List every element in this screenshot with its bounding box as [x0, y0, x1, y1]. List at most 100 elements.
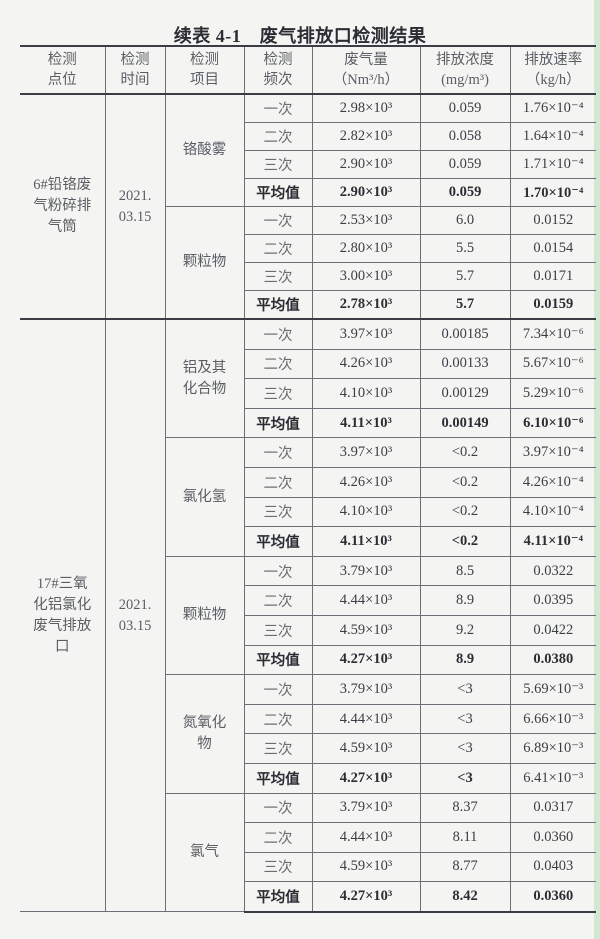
frequency-cell: 三次	[244, 262, 313, 291]
frequency-cell: 三次	[244, 378, 313, 409]
location-cell: 6#铅铬废 气粉碎排 气筒	[20, 93, 106, 320]
date-cell: 2021. 03.15	[104, 93, 166, 320]
concentration-cell: <0.2	[419, 437, 511, 468]
rate-cell: 0.0380	[509, 644, 596, 676]
gas-volume-cell: 3.00×10³	[311, 262, 421, 291]
frequency-cell: 平均值	[244, 762, 313, 794]
frequency-cell: 二次	[244, 703, 313, 735]
concentration-cell: 5.7	[419, 262, 511, 291]
item-cell: 铬酸雾	[164, 93, 245, 207]
gas-volume-cell: 4.59×10³	[311, 614, 421, 646]
rate-cell: 1.70×10⁻⁴	[509, 178, 596, 207]
concentration-cell: 0.00129	[419, 378, 511, 409]
table-row: 三次 4.59×10³ 8.77 0.0403	[20, 851, 596, 883]
rate-cell: 6.10×10⁻⁶	[509, 407, 596, 439]
rate-cell: 6.66×10⁻³	[509, 703, 596, 735]
table-row: 三次 4.10×10³ 0.00129 5.29×10⁻⁶	[20, 378, 596, 409]
table-row: 二次 4.26×10³ <0.2 4.26×10⁻⁴	[20, 466, 596, 498]
rate-cell: 5.29×10⁻⁶	[509, 378, 596, 409]
concentration-cell: 0.059	[419, 93, 511, 123]
gas-volume-cell: 4.44×10³	[311, 585, 421, 616]
frequency-cell: 平均值	[244, 644, 313, 676]
rate-cell: 1.64×10⁻⁴	[509, 122, 596, 151]
concentration-cell: 0.059	[419, 178, 511, 207]
table-row: 颗粒物 一次 3.79×10³ 8.5 0.0322	[20, 555, 596, 676]
concentration-cell: 6.0	[419, 206, 511, 235]
frequency-cell: 一次	[243, 555, 313, 587]
average-row: 平均值 2.90×10³ 0.059 1.70×10⁻⁴	[20, 178, 596, 207]
gas-volume-cell: 2.90×10³	[311, 150, 421, 179]
rate-cell: 0.0360	[509, 881, 596, 913]
header-frequency: 检测 频次	[243, 45, 313, 95]
frequency-cell: 一次	[243, 93, 313, 123]
table-row: 氮氧化 物一次 3.79×10³ <3 5.69×10⁻³	[20, 674, 596, 794]
concentration-cell: 0.00149	[419, 407, 511, 439]
gas-volume-cell: 4.44×10³	[311, 703, 421, 735]
gas-volume-cell: 4.11×10³	[311, 526, 421, 557]
frequency-cell: 三次	[244, 733, 313, 764]
frequency-cell: 二次	[244, 122, 313, 151]
table-row: 6#铅铬废 气粉碎排 气筒 2021. 03.15 铬酸雾 一次 2.98×10³ 0.0…	[20, 93, 596, 320]
gas-volume-cell: 4.26×10³	[311, 348, 421, 380]
rate-cell: 0.0171	[509, 262, 596, 291]
concentration-cell: <3	[419, 762, 511, 794]
concentration-cell: 8.11	[419, 822, 511, 853]
average-row: 平均值 4.27×10³ 8.9 0.0380	[20, 644, 596, 676]
header-concentration: 排放浓度 (mg/m³)	[419, 45, 511, 95]
rate-cell: 0.0159	[509, 290, 596, 320]
date-cell: 2021. 03.15	[104, 318, 166, 913]
frequency-cell: 二次	[244, 348, 313, 380]
gas-volume-cell: 4.27×10³	[311, 762, 421, 794]
gas-volume-cell: 2.90×10³	[311, 178, 421, 207]
gas-volume-cell: 3.79×10³	[311, 555, 421, 587]
header-item: 检测 项目	[164, 45, 245, 95]
rate-cell: 7.34×10⁻⁶	[509, 317, 596, 350]
concentration-cell: <3	[419, 733, 511, 764]
frequency-cell: 平均值	[244, 881, 313, 913]
gas-volume-cell: 4.26×10³	[311, 466, 421, 498]
concentration-cell: 5.7	[419, 290, 511, 320]
frequency-cell: 一次	[243, 792, 313, 824]
frequency-cell: 三次	[244, 496, 313, 528]
average-row: 平均值 2.78×10³ 5.7 0.0159	[20, 290, 596, 320]
rate-cell: 0.0152	[509, 206, 596, 235]
item-cell: 铝及其 化合物	[164, 318, 245, 439]
item-cell: 氯气	[165, 792, 245, 913]
concentration-cell: 8.9	[419, 644, 511, 676]
concentration-cell: 8.9	[419, 585, 511, 616]
table-title: 续表 4-1 废气排放口检测结果	[173, 26, 427, 46]
rate-cell: 1.76×10⁻⁴	[509, 93, 596, 123]
concentration-cell: 0.058	[419, 122, 511, 151]
item-cell: 颗粒物	[165, 206, 245, 320]
item-cell: 氮氧化 物	[165, 674, 245, 794]
frequency-cell: 一次	[243, 437, 313, 468]
rate-cell: 0.0322	[509, 555, 596, 587]
item-cell: 氯化氢	[165, 437, 245, 557]
gas-volume-cell: 2.53×10³	[311, 206, 421, 235]
frequency-cell: 二次	[244, 822, 313, 853]
frequency-cell: 平均值	[244, 178, 313, 207]
table-row: 二次 4.44×10³ <3 6.66×10⁻³	[20, 703, 596, 735]
concentration-cell: 9.2	[419, 614, 511, 646]
header-row: 检测 点位 检测 时间 检测 项目 检测 频次 废气量 （Nm³/h） 排放浓度…	[20, 45, 596, 95]
header-date: 检测 时间	[104, 45, 166, 95]
results-table: 检测 点位 检测 时间 检测 项目 检测 频次 废气量 （Nm³/h） 排放浓度…	[20, 45, 596, 913]
concentration-cell: 8.42	[419, 881, 511, 913]
frequency-cell: 二次	[244, 466, 313, 498]
item-cell: 颗粒物	[165, 555, 245, 676]
frequency-cell: 二次	[244, 234, 313, 263]
frequency-cell: 二次	[244, 585, 313, 616]
rate-cell: 0.0317	[509, 792, 596, 824]
concentration-cell: <3	[419, 703, 511, 735]
table-row: 17#三氧 化铝氯化 废气排放 口 2021. 03.15 铝及其 化合物 一次 3.9…	[20, 317, 596, 913]
table-row: 二次 4.44×10³ 8.9 0.0395	[20, 585, 596, 616]
gas-volume-cell: 4.10×10³	[311, 378, 421, 409]
gas-volume-cell: 4.27×10³	[311, 644, 421, 676]
rate-cell: 5.69×10⁻³	[509, 674, 596, 705]
frequency-cell: 一次	[243, 674, 313, 705]
header-gas-volume: 废气量 （Nm³/h）	[311, 45, 421, 95]
gas-volume-cell: 2.80×10³	[311, 234, 421, 263]
rate-cell: 0.0154	[509, 234, 596, 263]
gas-volume-cell: 2.98×10³	[311, 93, 421, 123]
rate-cell: 4.26×10⁻⁴	[509, 466, 596, 498]
